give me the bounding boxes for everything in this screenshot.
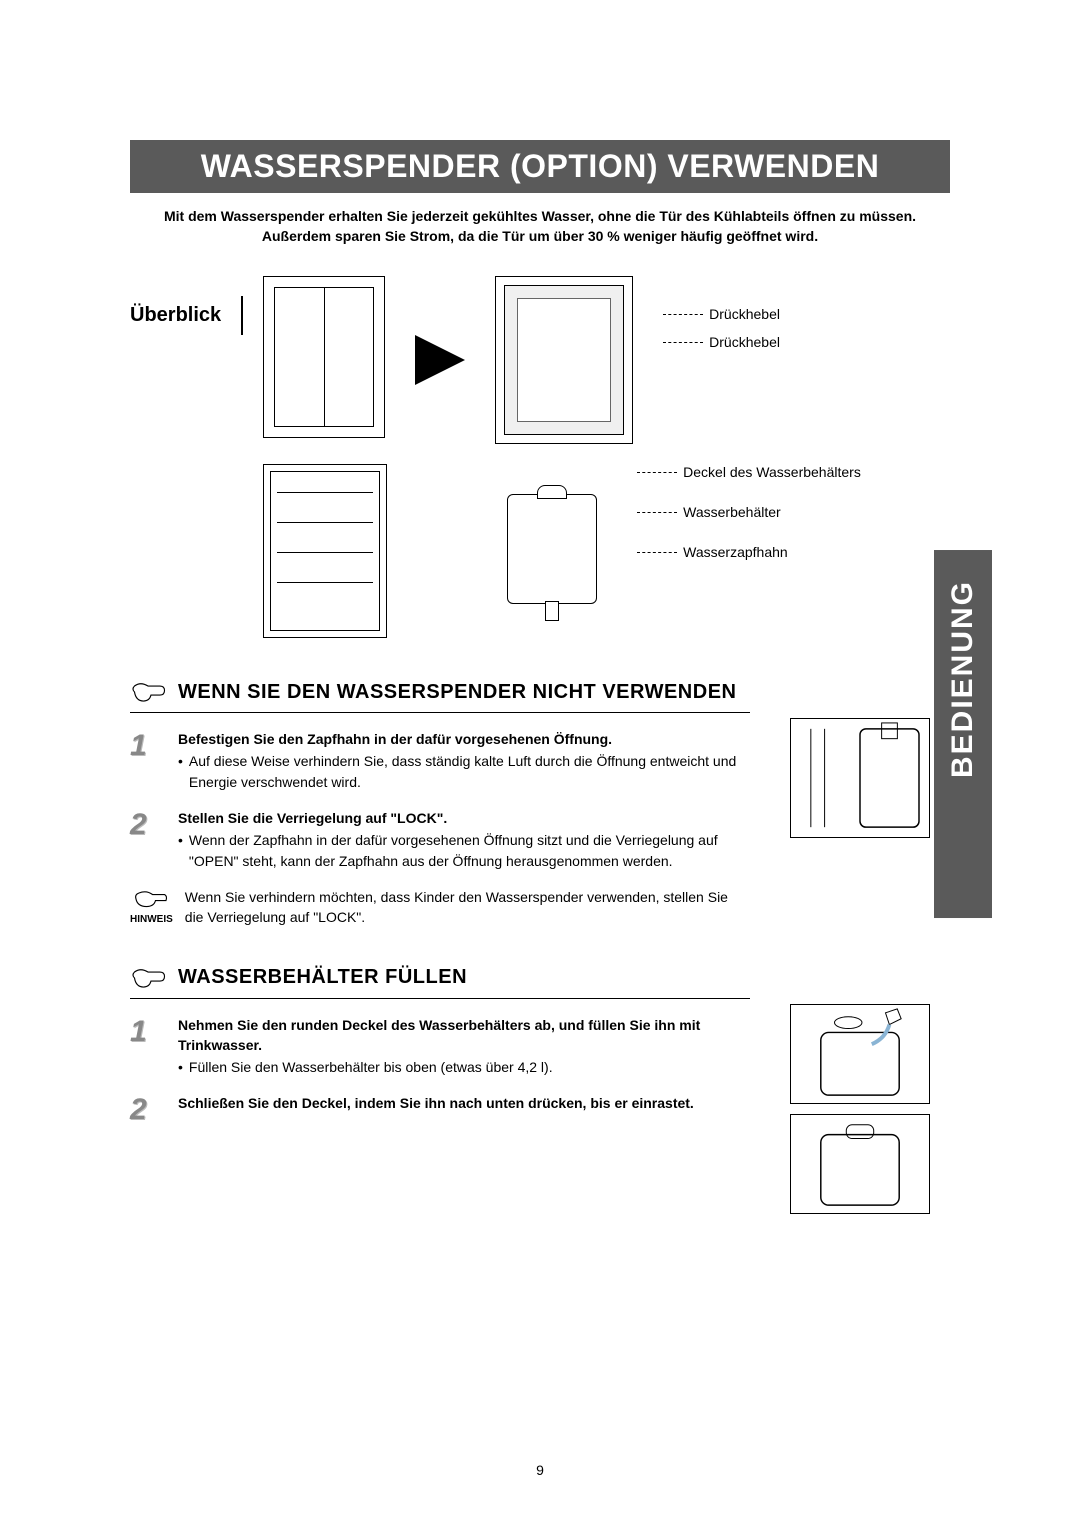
tank-callouts: Deckel des Wasserbehälters Wasserbehälte…: [637, 464, 861, 560]
dispenser-panel-diagram: [495, 276, 633, 444]
callout-drueckhebel-1: Drückhebel: [709, 306, 780, 322]
callout-tank-lid: Deckel des Wasserbehälters: [683, 464, 861, 480]
step-1-fill-bold: Nehmen Sie den runden Deckel des Wasserb…: [178, 1015, 750, 1056]
hinweis-label: HINWEIS: [130, 913, 173, 928]
overview-block: Überblick Drückhebel Drückhebel: [130, 276, 950, 638]
note-hand-icon: [133, 887, 169, 911]
step-1-bullet: Auf diese Weise verhindern Sie, dass stä…: [189, 751, 750, 792]
step-number-2: 2: [130, 1093, 164, 1127]
lock-spout-illustration: [790, 718, 930, 838]
step-1-bold: Befestigen Sie den Zapfhahn in der dafür…: [178, 729, 750, 749]
dispenser-callouts: Drückhebel Drückhebel: [663, 276, 780, 350]
step-1-not-use: 1 Befestigen Sie den Zapfhahn in der daf…: [130, 729, 750, 792]
page-number: 9: [536, 1462, 544, 1478]
callout-tank-body: Wasserbehälter: [683, 504, 781, 520]
step-number-1: 1: [130, 1015, 164, 1078]
callout-tank-spout: Wasserzapfhahn: [683, 544, 788, 560]
water-tank-diagram: [497, 464, 607, 634]
step-2-bullet: Wenn der Zapfhahn in der dafür vorgesehe…: [189, 830, 750, 871]
section-not-use: WENN SIE DEN WASSERSPENDER NICHT VERWEND…: [130, 678, 950, 927]
section-fill: WASSERBEHÄLTER FÜLLEN 1 Nehmen Sie den r…: [130, 964, 950, 1128]
step-1-fill-bullet: Füllen Sie den Wasserbehälter bis oben (…: [189, 1057, 553, 1077]
hinweis-text: Wenn Sie verhindern möchten, dass Kinder…: [185, 887, 750, 928]
page-title: WASSERSPENDER (OPTION) VERWENDEN: [130, 140, 950, 193]
fridge-interior-diagram: [263, 464, 387, 638]
step-number-1: 1: [130, 729, 164, 792]
step-number-2: 2: [130, 808, 164, 871]
step-2-bold: Stellen Sie die Verriegelung auf "LOCK".: [178, 808, 750, 828]
overview-label: Überblick: [130, 296, 243, 335]
pointing-hand-icon: [130, 678, 166, 706]
fill-tank-illustration: [790, 1004, 930, 1214]
step-2-fill: 2 Schließen Sie den Deckel, indem Sie ih…: [130, 1093, 750, 1127]
section-not-use-title: WENN SIE DEN WASSERSPENDER NICHT VERWEND…: [178, 681, 736, 704]
fridge-outline-diagram: [263, 276, 385, 438]
callout-drueckhebel-2: Drückhebel: [709, 334, 780, 350]
step-2-fill-bold: Schließen Sie den Deckel, indem Sie ihn …: [178, 1093, 750, 1113]
intro-text: Mit dem Wasserspender erhalten Sie jeder…: [130, 207, 950, 246]
section-fill-title: WASSERBEHÄLTER FÜLLEN: [178, 966, 467, 989]
step-1-fill: 1 Nehmen Sie den runden Deckel des Wasse…: [130, 1015, 750, 1078]
pointing-hand-icon: [130, 964, 166, 992]
step-2-not-use: 2 Stellen Sie die Verriegelung auf "LOCK…: [130, 808, 750, 871]
hinweis-row: HINWEIS Wenn Sie verhindern möchten, das…: [130, 887, 750, 928]
arrow-icon: [415, 335, 465, 385]
